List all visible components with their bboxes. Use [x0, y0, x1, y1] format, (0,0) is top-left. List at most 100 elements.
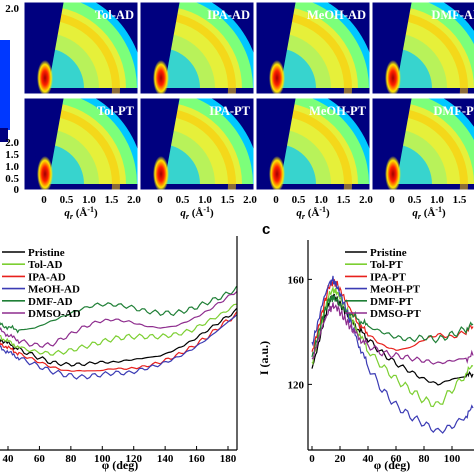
chart-b-x-tick-label: 180 [220, 453, 237, 465]
series-line-ipa-ad [0, 311, 237, 372]
legend-label: MeOH-AD [28, 284, 80, 296]
giwaxs-panel-label: MeOH-PT [309, 104, 367, 118]
giwaxs-left-margin [372, 2, 378, 94]
giwaxs-missing-wedge [258, 2, 296, 94]
left-edge-panel-strip [0, 128, 8, 142]
giwaxs-x-minor-tick-label: 0.5 [292, 194, 306, 206]
giwaxs-panel-label: IPA-PT [209, 104, 250, 118]
giwaxs-panel: DMF-AD [371, 1, 474, 95]
giwaxs-panel-label: IPA-AD [207, 8, 250, 22]
giwaxs-panel-image [372, 2, 474, 94]
giwaxs-x-tick-label: 0 [273, 194, 279, 206]
giwaxs-low-q-band [44, 144, 84, 184]
giwaxs-x-minor-tick-label: 0.5 [176, 194, 190, 206]
giwaxs-x-axis-title-unit: (Å [421, 207, 435, 219]
giwaxs-panel: MeOH-PT [255, 97, 371, 191]
giwaxs-panel-border [23, 97, 139, 191]
left-edge-fragment [0, 40, 10, 142]
giwaxs-x-axis-title-exp: -1 [203, 205, 210, 214]
legend-label: MeOH-PT [370, 284, 421, 296]
giwaxs-x-tick-label: 0 [41, 194, 47, 206]
legend-label: DMF-AD [28, 296, 73, 308]
legend-label: IPA-AD [28, 271, 66, 283]
giwaxs-panel: DMF-PT [371, 97, 474, 191]
giwaxs-missing-wedge [258, 98, 296, 190]
giwaxs-x-axis-title-close: ) [326, 207, 330, 219]
giwaxs-left-margin [256, 2, 262, 94]
legend-label: IPA-PT [370, 271, 407, 283]
chart-c-y-axis-title: I (a.u.) [257, 341, 271, 375]
chart-b-x-tick-label: 100 [94, 453, 111, 465]
giwaxs-panel-image [140, 98, 254, 190]
giwaxs-panel-image [256, 2, 370, 94]
giwaxs-beam-spot [385, 156, 401, 190]
giwaxs-y-tick-label: 0.5 [5, 173, 19, 185]
giwaxs-panel-image [256, 98, 370, 190]
series-line-meoh-pt [311, 275, 474, 434]
giwaxs-y-tick-label: 1.5 [5, 149, 19, 161]
giwaxs-x-tick-label: 1.0 [314, 194, 328, 206]
giwaxs-x-tick-label: 1.0 [430, 194, 444, 206]
giwaxs-panel-image [372, 98, 474, 190]
giwaxs-low-q-band [44, 48, 84, 88]
giwaxs-panel-border [255, 97, 371, 191]
series-line-dmso-ad [0, 290, 237, 348]
giwaxs-x-tick-label: 0 [389, 194, 395, 206]
giwaxs-x-axis-title-close: ) [442, 207, 446, 219]
giwaxs-x-axis-title-sub: r [70, 212, 74, 221]
chart-c-x-tick-label: 60 [391, 453, 403, 465]
giwaxs-panel-image [140, 2, 254, 94]
giwaxs-x-minor-tick-label: 1.5 [453, 194, 467, 206]
chart-b: PristineTol-ADIPA-ADMeOH-ADDMF-ADDMSO-AD… [0, 236, 238, 472]
giwaxs-x-axis-title-unit: (Å [73, 207, 87, 219]
chart-b-x-tick-label: 60 [34, 453, 46, 465]
chart-c-series-group [311, 275, 474, 434]
giwaxs-beam-spot [153, 60, 169, 94]
giwaxs-panel-label: MeOH-AD [307, 8, 366, 22]
giwaxs-low-q-band [276, 48, 316, 88]
giwaxs-left-margin [140, 98, 146, 190]
giwaxs-x-tick-label: 1.0 [82, 194, 96, 206]
giwaxs-x-axis-title-close: ) [210, 207, 214, 219]
giwaxs-x-minor-tick-label: 1.5 [337, 194, 351, 206]
giwaxs-left-margin [372, 98, 378, 190]
series-line-tol-pt [311, 285, 474, 408]
giwaxs-left-margin [24, 2, 30, 94]
giwaxs-x-axis-title: qr (Å-1) [412, 205, 446, 221]
chart-c-y-tick-label: 160 [288, 274, 305, 286]
giwaxs-low-q-band [276, 144, 316, 184]
giwaxs-x-axis-title-sub: r [186, 212, 190, 221]
chart-b-x-tick-label: 140 [157, 453, 174, 465]
giwaxs-panel-border [371, 97, 474, 191]
giwaxs-missing-wedge [374, 98, 412, 190]
giwaxs-x-minor-tick-label: 1.5 [221, 194, 235, 206]
chart-c-x-ticks: 0 20 40 60 80 100 [309, 446, 461, 465]
giwaxs-beam-spot [37, 60, 53, 94]
chart-c-x-tick-label: 0 [309, 453, 315, 465]
giwaxs-y-tick-label: 2.0 [5, 137, 19, 149]
giwaxs-x-axis-title: qr (Å-1) [64, 205, 98, 221]
legend-label: Pristine [28, 247, 65, 259]
chart-b-x-tick-label: 120 [125, 453, 142, 465]
giwaxs-missing-wedge [374, 2, 412, 94]
giwaxs-panel: IPA-PT [139, 97, 255, 191]
legend-label: Pristine [370, 247, 407, 259]
giwaxs-y-tick-label: 0 [14, 184, 20, 196]
giwaxs-x-axis-title-sub: r [302, 212, 306, 221]
giwaxs-low-q-band [160, 144, 200, 184]
series-line-pristine [0, 308, 237, 367]
chart-c-y-ticks: 120 160 [288, 274, 312, 391]
giwaxs-left-margin [24, 98, 30, 190]
giwaxs-panel-border [255, 1, 371, 95]
giwaxs-y-tick-label: 1.0 [5, 161, 19, 173]
legend-label: Tol-PT [370, 259, 403, 271]
chart-c-y-tick-label: 120 [288, 379, 305, 391]
giwaxs-x-axis-title-exp: -1 [319, 205, 326, 214]
giwaxs-low-q-band [160, 48, 200, 88]
giwaxs-beam-spot [153, 156, 169, 190]
giwaxs-x-axis-title: qr (Å-1) [180, 205, 214, 221]
giwaxs-missing-wedge [142, 2, 180, 94]
giwaxs-beam-spot [385, 60, 401, 94]
